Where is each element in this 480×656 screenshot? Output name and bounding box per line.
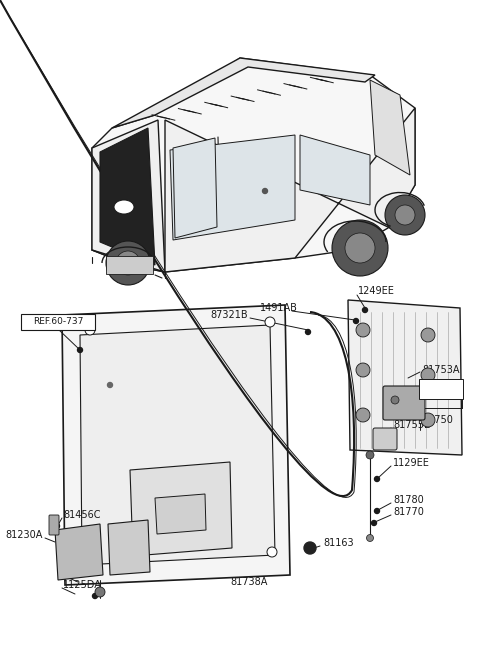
Circle shape <box>106 241 150 285</box>
Polygon shape <box>173 138 217 238</box>
Circle shape <box>372 520 376 525</box>
Circle shape <box>374 508 380 514</box>
Circle shape <box>366 451 374 459</box>
Polygon shape <box>112 58 375 128</box>
Text: 1129EE: 1129EE <box>393 458 430 468</box>
Circle shape <box>95 587 105 597</box>
Text: 1249EE: 1249EE <box>358 286 395 296</box>
Circle shape <box>345 233 375 263</box>
FancyBboxPatch shape <box>106 256 153 274</box>
Ellipse shape <box>114 200 134 214</box>
Text: 87321B: 87321B <box>210 310 248 320</box>
Text: 81163: 81163 <box>323 538 354 548</box>
Circle shape <box>265 317 275 327</box>
Circle shape <box>263 188 267 194</box>
Text: 82315A: 82315A <box>422 384 460 394</box>
Circle shape <box>356 363 370 377</box>
Circle shape <box>116 251 140 275</box>
Text: 81210A: 81210A <box>63 567 100 577</box>
Polygon shape <box>348 300 462 455</box>
Polygon shape <box>370 80 410 175</box>
Text: 81738A: 81738A <box>230 577 267 587</box>
Circle shape <box>362 308 368 312</box>
Text: 81755E: 81755E <box>393 420 430 430</box>
Text: 1125DA: 1125DA <box>63 580 102 590</box>
FancyBboxPatch shape <box>21 314 95 330</box>
Circle shape <box>356 323 370 337</box>
Circle shape <box>385 195 425 235</box>
Circle shape <box>77 348 83 352</box>
Circle shape <box>55 523 60 529</box>
Polygon shape <box>55 524 103 580</box>
Text: 81456C: 81456C <box>63 510 100 520</box>
Polygon shape <box>170 135 295 240</box>
Circle shape <box>304 542 316 554</box>
FancyBboxPatch shape <box>49 515 59 535</box>
Circle shape <box>305 329 311 335</box>
Polygon shape <box>92 120 165 272</box>
Polygon shape <box>155 494 206 534</box>
Polygon shape <box>108 520 150 575</box>
Circle shape <box>395 205 415 225</box>
Text: 1491AB: 1491AB <box>260 303 298 313</box>
Polygon shape <box>62 305 290 585</box>
Circle shape <box>108 382 112 388</box>
Circle shape <box>267 547 277 557</box>
Polygon shape <box>300 135 370 205</box>
Circle shape <box>93 594 97 598</box>
Polygon shape <box>92 58 415 272</box>
Circle shape <box>332 220 388 276</box>
Polygon shape <box>80 325 275 565</box>
Circle shape <box>421 368 435 382</box>
Text: 81780: 81780 <box>393 495 424 505</box>
Circle shape <box>391 396 399 404</box>
Text: 81753A: 81753A <box>422 365 459 375</box>
Polygon shape <box>130 462 232 556</box>
FancyBboxPatch shape <box>383 386 425 420</box>
Circle shape <box>374 476 380 482</box>
Text: REF.60-737: REF.60-737 <box>33 318 83 327</box>
FancyBboxPatch shape <box>373 428 397 450</box>
Circle shape <box>367 535 373 541</box>
Text: 81770: 81770 <box>393 507 424 517</box>
Circle shape <box>421 413 435 427</box>
Polygon shape <box>165 108 415 272</box>
Circle shape <box>421 328 435 342</box>
Circle shape <box>85 325 95 335</box>
Circle shape <box>353 319 359 323</box>
Text: 81230A: 81230A <box>5 530 42 540</box>
Circle shape <box>85 553 95 563</box>
Polygon shape <box>100 128 155 265</box>
FancyBboxPatch shape <box>419 379 463 399</box>
Text: 81750: 81750 <box>422 415 453 425</box>
Circle shape <box>356 408 370 422</box>
